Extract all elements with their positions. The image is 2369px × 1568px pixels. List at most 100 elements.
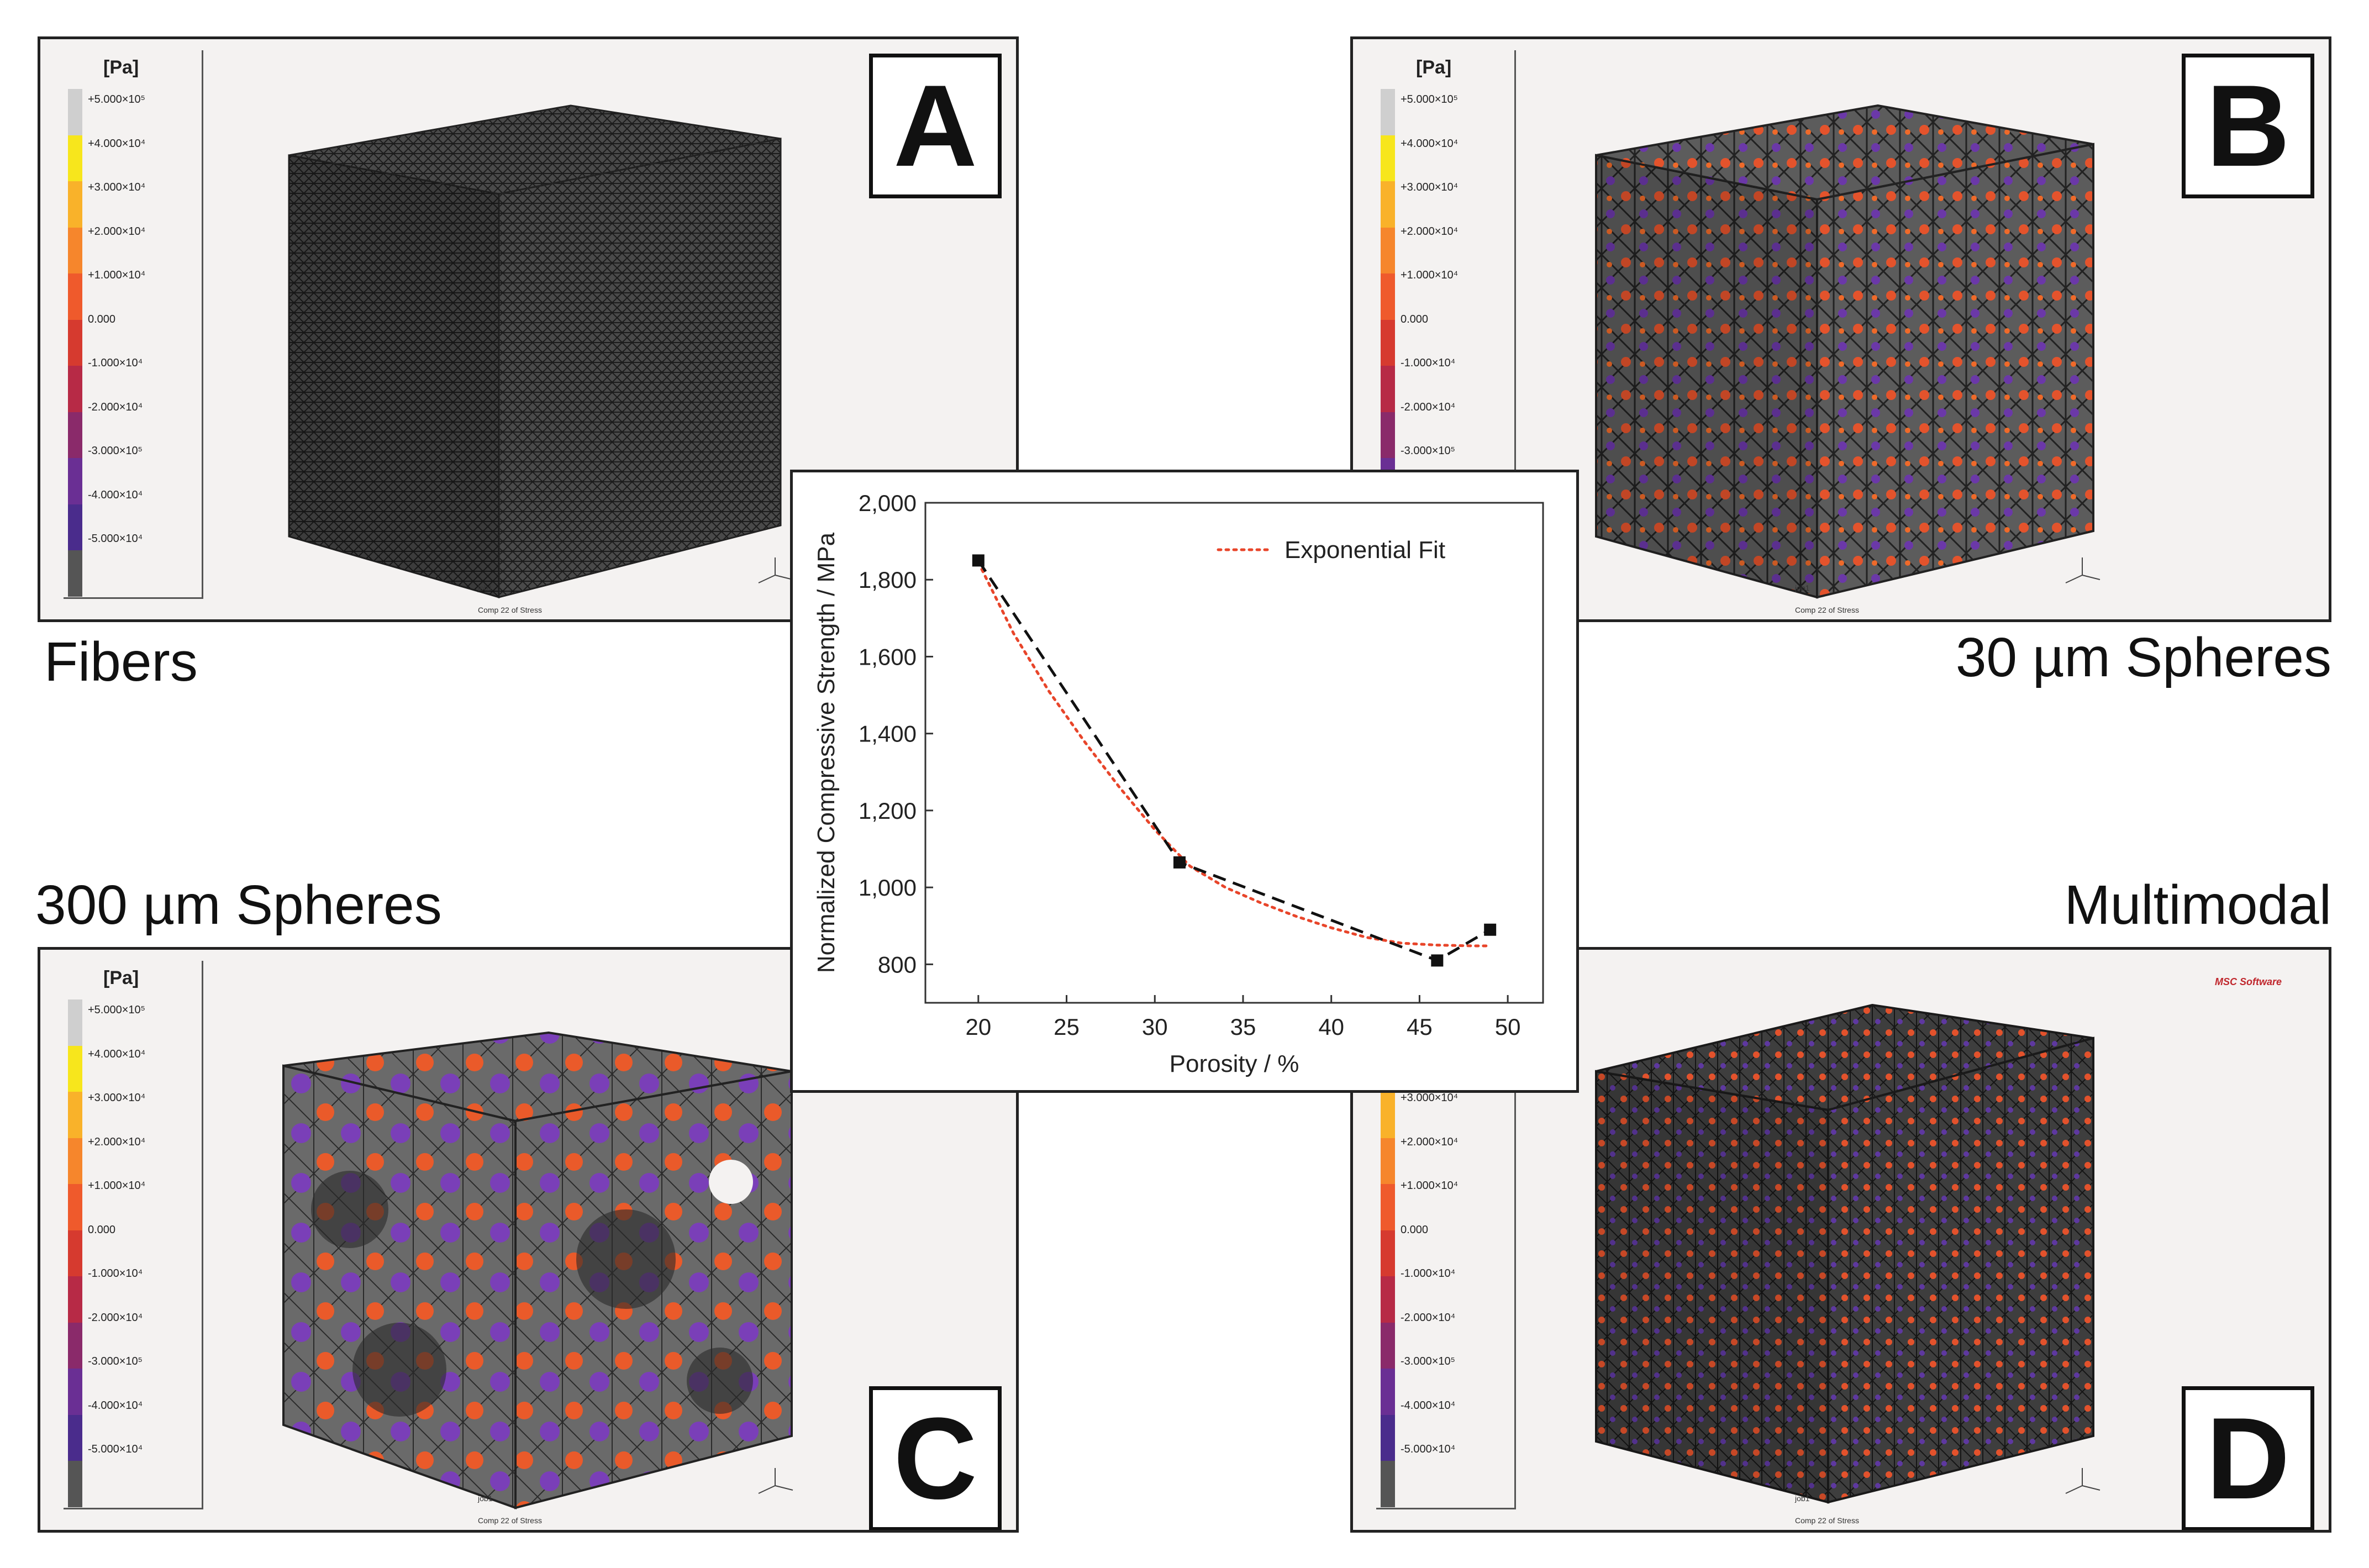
x-tick-label: 20 xyxy=(965,1014,991,1040)
y-tick-label: 1,800 xyxy=(859,567,917,593)
legend-color-swatch xyxy=(68,1230,82,1276)
legend-color-swatch xyxy=(68,181,82,228)
color-legend: [Pa] +5.000×10⁵ +4.000×10⁴ +3.000×10⁴ +2.00… xyxy=(64,961,203,1509)
y-tick-label: 2,000 xyxy=(859,490,917,516)
chart-svg: 20 25 30 35 40 45 50 800 1,000 1,200 1,400 1,600 1,8… xyxy=(813,490,1544,1077)
caption-multimodal: Multimodal xyxy=(2064,874,2332,936)
caption-300um-spheres: 300 µm Spheres xyxy=(35,874,442,936)
panel-letter-a: A xyxy=(869,54,1002,198)
x-tick-label: 50 xyxy=(1495,1014,1521,1040)
legend-tick-label: -5.000×10⁴ xyxy=(88,533,143,545)
stress-label: Comp 22 of Stress xyxy=(1795,1516,1859,1525)
legend-color-swatch xyxy=(68,1276,82,1323)
legend-color-swatch xyxy=(68,550,82,597)
legend-color-swatch xyxy=(68,1322,82,1369)
legend-color-bar xyxy=(68,999,82,1507)
legend-tick-label: +1.000×10⁴ xyxy=(88,269,146,281)
legend-tick-label: -1.000×10⁴ xyxy=(88,357,143,369)
panel-a: [Pa] +5.000×10⁵ +4.000×10⁴ +3.000×10⁴ +2.00… xyxy=(38,36,1019,622)
legend-color-swatch xyxy=(68,89,82,135)
data-point xyxy=(1431,954,1444,967)
axis-triad-icon xyxy=(758,557,793,583)
legend-tick-label: +2.000×10⁴ xyxy=(1401,225,1459,238)
panel-letter-d: D xyxy=(2182,1386,2314,1530)
x-tick-label: 40 xyxy=(1318,1014,1344,1040)
legend-color-swatch xyxy=(1381,1414,1395,1461)
legend-color-swatch xyxy=(68,135,82,181)
legend-color-swatch xyxy=(1381,412,1395,458)
x-axis-title: Porosity / % xyxy=(1170,1050,1299,1077)
legend-color-swatch xyxy=(1381,135,1395,181)
job-label: job1 xyxy=(1795,1494,1810,1503)
legend-color-swatch xyxy=(1381,1092,1395,1138)
legend-tick-label: -2.000×10⁴ xyxy=(1401,1311,1456,1324)
legend-color-swatch xyxy=(68,1045,82,1092)
legend-tick-label: -2.000×10⁴ xyxy=(88,1311,143,1324)
legend-tick-label: -4.000×10⁴ xyxy=(1401,1399,1456,1412)
legend-unit: [Pa] xyxy=(103,57,139,78)
legend-tick-label: +1.000×10⁴ xyxy=(1401,269,1459,281)
compressive-strength-chart: 20 25 30 35 40 45 50 800 1,000 1,200 1,400 1,600 1,8… xyxy=(790,470,1579,1093)
legend-tick-label: -3.000×10⁵ xyxy=(88,1355,143,1367)
data-point xyxy=(1484,923,1497,936)
legend-color-swatch xyxy=(68,1184,82,1230)
plot-frame xyxy=(924,502,1544,1004)
legend-tick-label: +2.000×10⁴ xyxy=(1401,1135,1459,1148)
y-tick-label: 1,000 xyxy=(859,875,917,901)
legend-tick-label: 0.000 xyxy=(1401,1223,1429,1236)
legend-color-bar xyxy=(68,89,82,597)
data-point xyxy=(972,554,985,567)
legend-tick-label: 0.000 xyxy=(88,1223,116,1236)
x-tick-label: 45 xyxy=(1407,1014,1433,1040)
legend-color-swatch xyxy=(68,1138,82,1184)
legend-tick-label: 0.000 xyxy=(88,313,116,325)
data-point xyxy=(1173,856,1186,869)
legend-color-swatch xyxy=(1381,319,1395,366)
legend-tick-label: +3.000×10⁴ xyxy=(88,181,146,193)
legend-color-swatch xyxy=(68,458,82,504)
legend-tick-label: +3.000×10⁴ xyxy=(1401,181,1459,193)
stress-label: Comp 22 of Stress xyxy=(478,1516,542,1525)
legend-color-swatch xyxy=(68,1369,82,1415)
legend-tick-label: +4.000×10⁴ xyxy=(88,137,146,150)
y-tick-label: 800 xyxy=(878,951,917,977)
legend-color-swatch xyxy=(1381,227,1395,273)
legend-tick-label: +3.000×10⁴ xyxy=(88,1092,146,1104)
legend-tick-label: -4.000×10⁴ xyxy=(88,488,143,501)
legend-color-swatch xyxy=(1381,1276,1395,1323)
legend-color-swatch xyxy=(1381,1322,1395,1369)
legend-tick-label: -5.000×10⁴ xyxy=(1401,1443,1456,1455)
legend-color-swatch xyxy=(1381,273,1395,320)
legend-color-swatch xyxy=(68,1414,82,1461)
legend-color-swatch xyxy=(68,319,82,366)
msc-software-logo: MSC Software xyxy=(2215,976,2282,987)
legend-unit: [Pa] xyxy=(103,967,139,988)
legend-color-swatch xyxy=(1381,1369,1395,1415)
axis-triad-icon xyxy=(758,1468,793,1494)
cube-render-fibers xyxy=(288,104,782,598)
legend-color-swatch xyxy=(68,504,82,550)
panel-letter-c: C xyxy=(869,1386,1002,1530)
legend-tick-label: +2.000×10⁴ xyxy=(88,1135,146,1148)
job-label: job1 xyxy=(1795,583,1810,592)
legend-unit: [Pa] xyxy=(1416,57,1452,78)
legend-tick-label: -4.000×10⁴ xyxy=(88,1399,143,1412)
axis-triad-icon xyxy=(2065,1468,2100,1494)
stress-label: Comp 22 of Stress xyxy=(478,606,542,614)
data-series-line xyxy=(977,560,1491,962)
legend-color-swatch xyxy=(1381,1184,1395,1230)
legend-color-swatch xyxy=(68,366,82,412)
panel-c: [Pa] +5.000×10⁵ +4.000×10⁴ +3.000×10⁴ +2.00… xyxy=(38,947,1019,1533)
legend-color-swatch xyxy=(68,273,82,320)
stress-label: Comp 22 of Stress xyxy=(1795,606,1859,614)
legend-tick-label: -2.000×10⁴ xyxy=(1401,401,1456,413)
job-label: job1 xyxy=(478,583,493,592)
legend-tick-label: -2.000×10⁴ xyxy=(88,401,143,413)
legend-color-swatch xyxy=(68,412,82,458)
legend-color-swatch xyxy=(1381,1138,1395,1184)
legend-tick-label: -1.000×10⁴ xyxy=(1401,357,1456,369)
legend-tick-label: -1.000×10⁴ xyxy=(1401,1267,1456,1280)
legend-tick-label: 0.000 xyxy=(1401,313,1429,325)
x-tick-label: 25 xyxy=(1054,1014,1080,1040)
fit-series-line xyxy=(977,561,1492,948)
